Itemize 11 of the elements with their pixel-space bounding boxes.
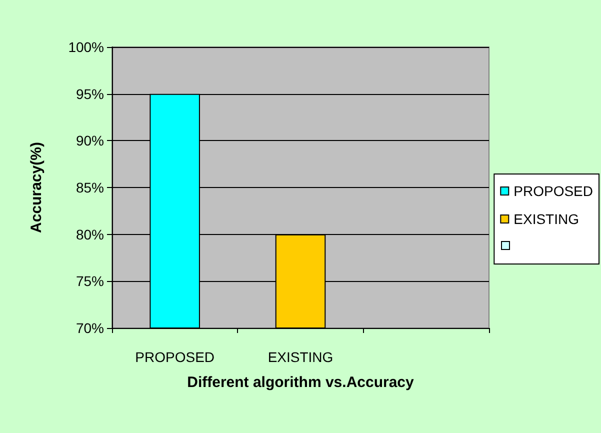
x-axis-title: Different algorithm vs.Accuracy	[187, 374, 415, 391]
y-tick-label: 80%	[76, 226, 104, 242]
y-tick-label: 85%	[76, 180, 104, 196]
y-axis-title: Accuracy(%)	[28, 142, 45, 233]
y-tick-label: 95%	[76, 86, 104, 102]
y-tick-label: 100%	[68, 39, 104, 55]
y-tick-label: 70%	[76, 320, 104, 336]
y-tick-label: 90%	[76, 132, 104, 149]
legend-label: EXISTING	[514, 211, 580, 227]
legend-label: PROPOSED	[514, 183, 594, 199]
y-tick-label: 75%	[76, 273, 104, 290]
